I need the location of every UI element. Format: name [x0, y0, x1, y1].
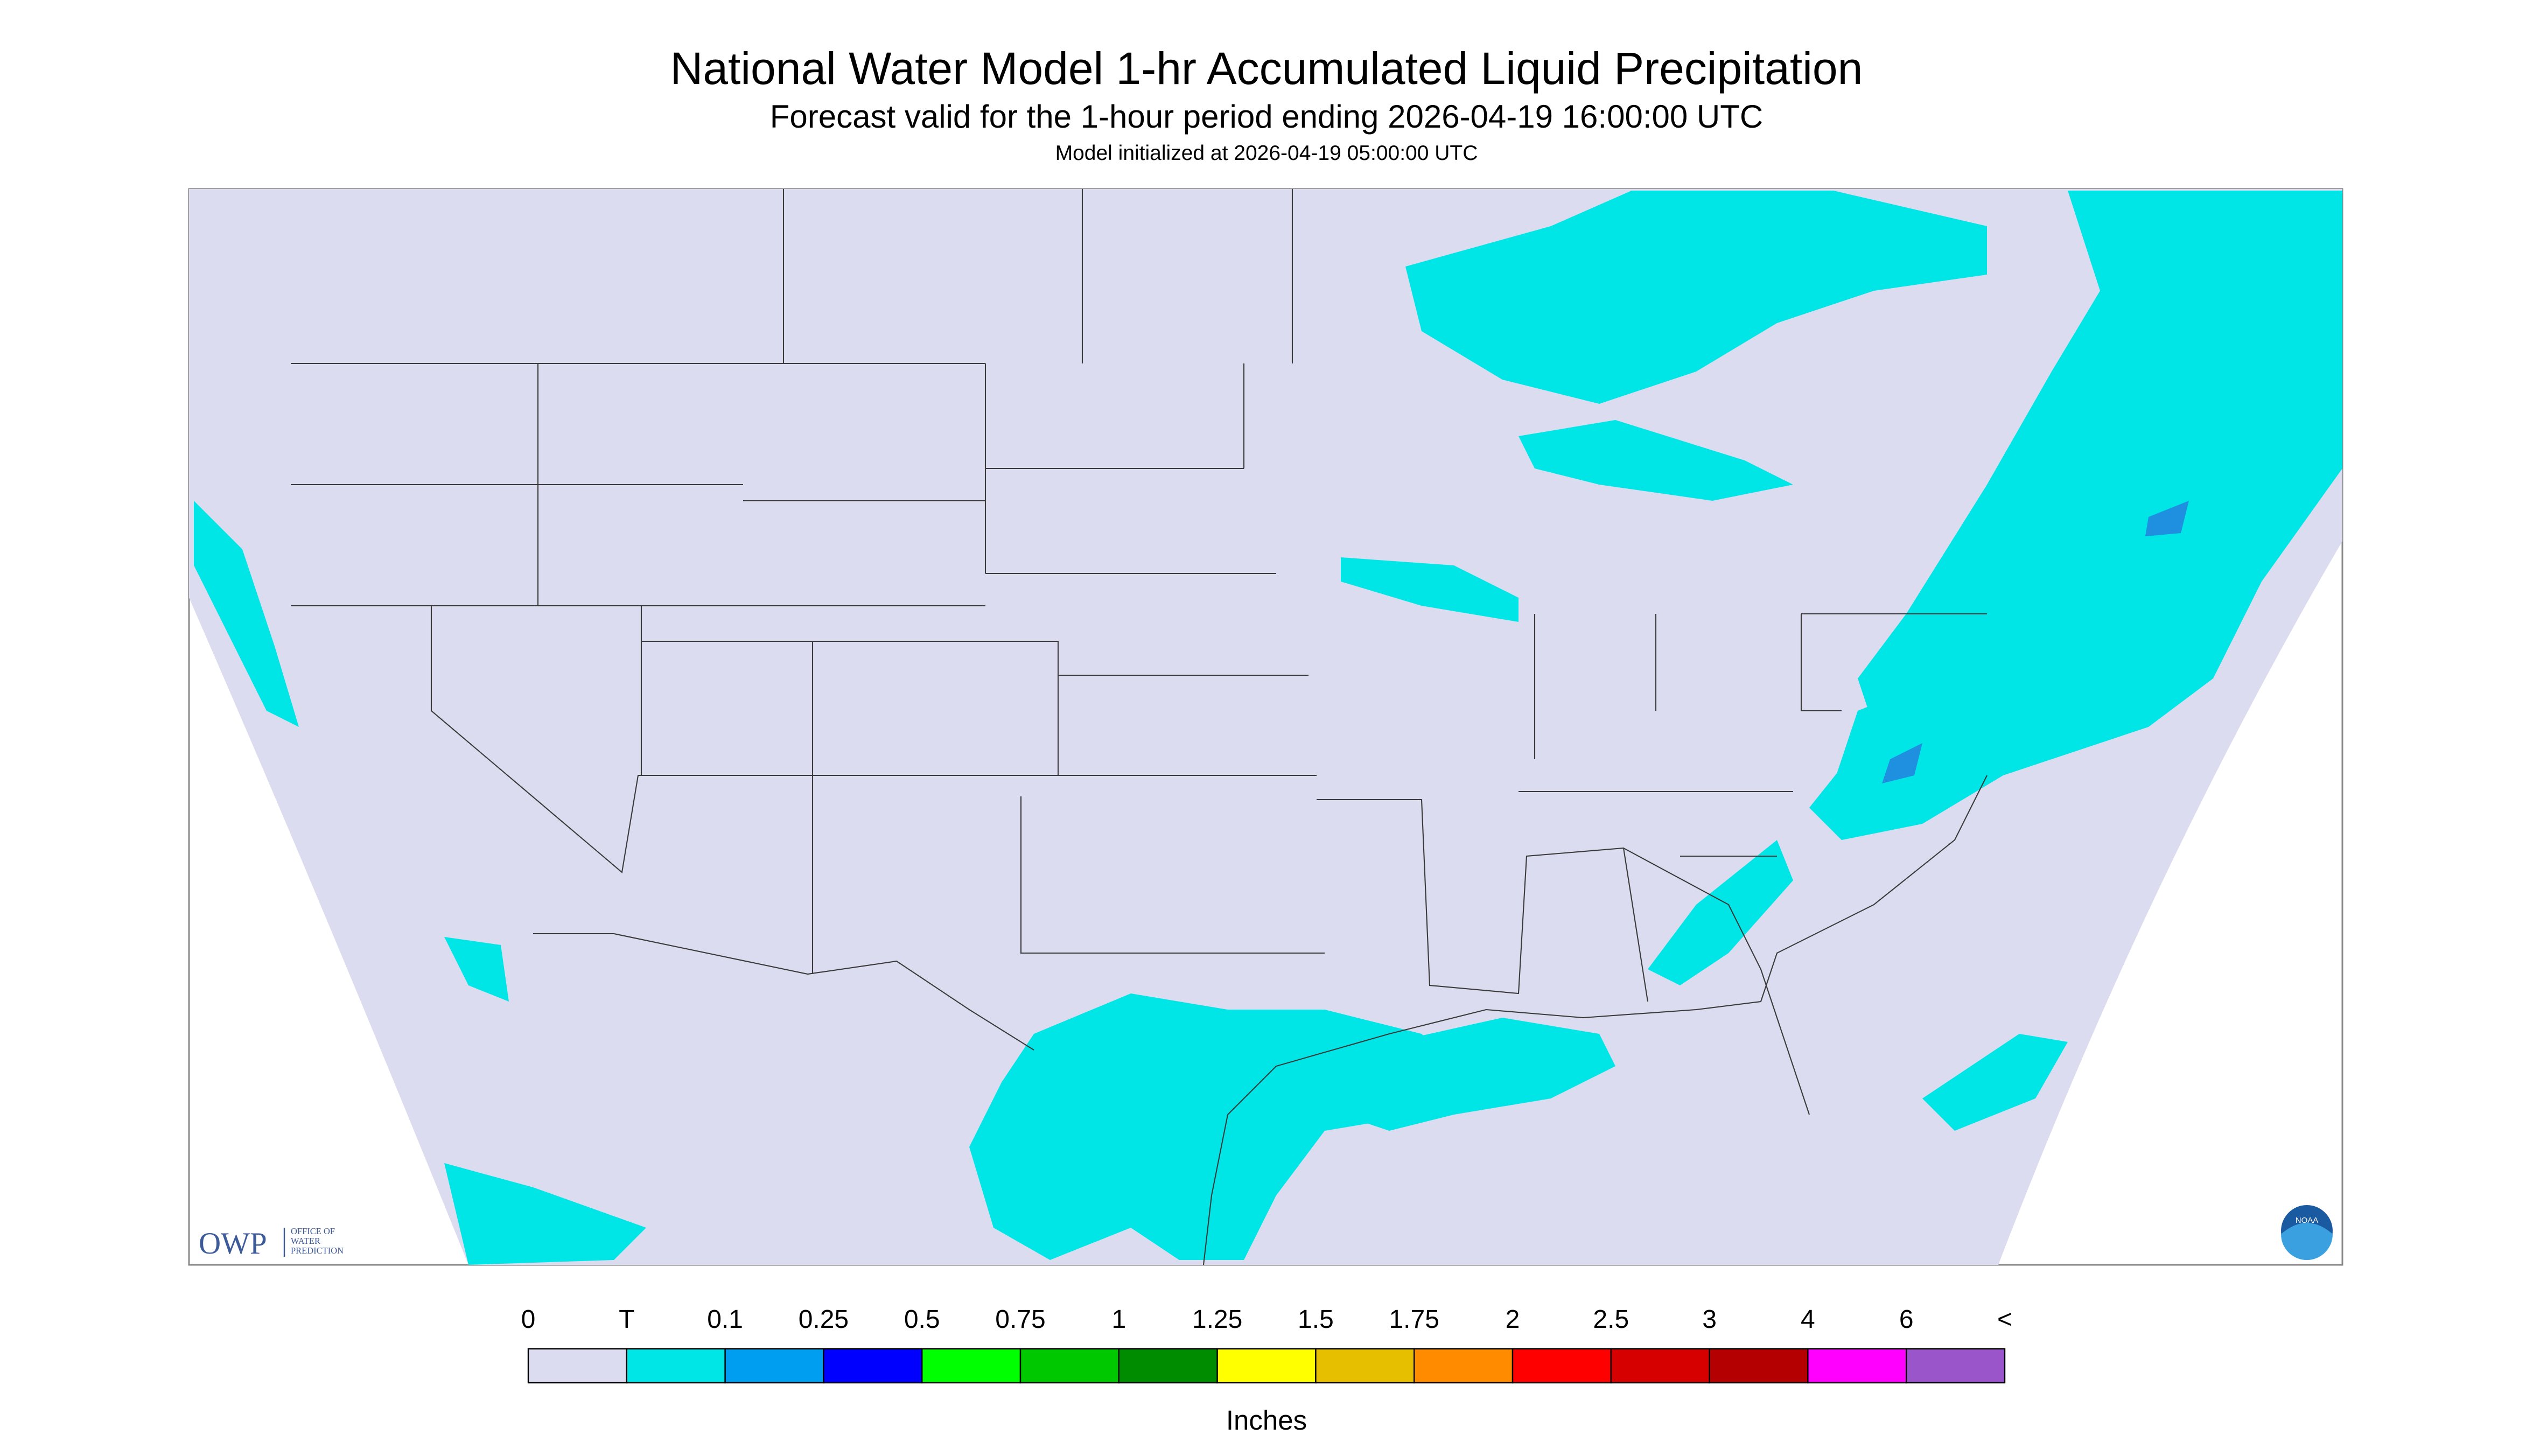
- owp-name: WATER: [291, 1236, 320, 1246]
- legend-swatch: [626, 1348, 726, 1384]
- legend-swatch: [1807, 1348, 1907, 1384]
- legend-swatch: [1709, 1348, 1809, 1384]
- legend-swatch: [823, 1348, 923, 1384]
- legend-swatch: [1610, 1348, 1710, 1384]
- legend-swatch: [1512, 1348, 1612, 1384]
- legend-swatch: [1216, 1348, 1317, 1384]
- legend-label: 1.5: [1298, 1305, 1334, 1334]
- noaa-logo: NOAA: [2281, 1205, 2333, 1261]
- legend-swatch: [1118, 1348, 1218, 1384]
- noaa-text: NOAA: [2296, 1216, 2319, 1225]
- legend-label: T: [619, 1305, 634, 1334]
- domain: [189, 189, 2342, 1265]
- legend-label: <: [1997, 1305, 2012, 1334]
- legend-label: 0: [521, 1305, 536, 1334]
- legend-swatch: [527, 1348, 628, 1384]
- legend-swatch: [1315, 1348, 1415, 1384]
- map: [188, 188, 2343, 1266]
- legend-label: 1: [1111, 1305, 1126, 1334]
- owp-logo-text: OWP: [199, 1227, 267, 1261]
- legend-label: 6: [1899, 1305, 1914, 1334]
- legend-label: 0.5: [904, 1305, 940, 1334]
- legend-label: 4: [1801, 1305, 1815, 1334]
- legend-label: 3: [1702, 1305, 1717, 1334]
- subtitle: Forecast valid for the 1-hour period end…: [770, 99, 1763, 135]
- noaa-wave: [2281, 1223, 2333, 1261]
- legend: 0 T 0.1 0.25 0.5 0.75 1 1.25 1.5 1.75 2 2.5 3 4 6 <: [521, 1305, 2012, 1384]
- title: National Water Model 1-hr Accumulated Li…: [670, 43, 1863, 94]
- legend-units: Inches: [1226, 1405, 1307, 1436]
- legend-swatch: [921, 1348, 1021, 1384]
- legend-swatch: [1414, 1348, 1514, 1384]
- legend-swatch: [724, 1348, 824, 1384]
- legend-label: 1.25: [1192, 1305, 1242, 1334]
- legend-label: 0.75: [995, 1305, 1045, 1334]
- boundaries: [291, 189, 1988, 1265]
- legend-swatch: [1019, 1348, 1120, 1384]
- init-time: Model initialized at 2026-04-19 05:00:00…: [1055, 142, 1478, 165]
- legend-label: 0.1: [707, 1305, 743, 1334]
- precip-areas: [194, 191, 2342, 1265]
- owp-name: OFFICE OF: [291, 1226, 335, 1236]
- legend-label: 0.25: [799, 1305, 849, 1334]
- legend-label: 2.5: [1593, 1305, 1629, 1334]
- legend-label: 1.75: [1389, 1305, 1439, 1334]
- legend-swatch: [1905, 1348, 2006, 1384]
- owp-logo: OWP OFFICE OF WATER PREDICTION: [199, 1226, 344, 1261]
- owp-name: PREDICTION: [291, 1245, 344, 1256]
- legend-label: 2: [1506, 1305, 1520, 1334]
